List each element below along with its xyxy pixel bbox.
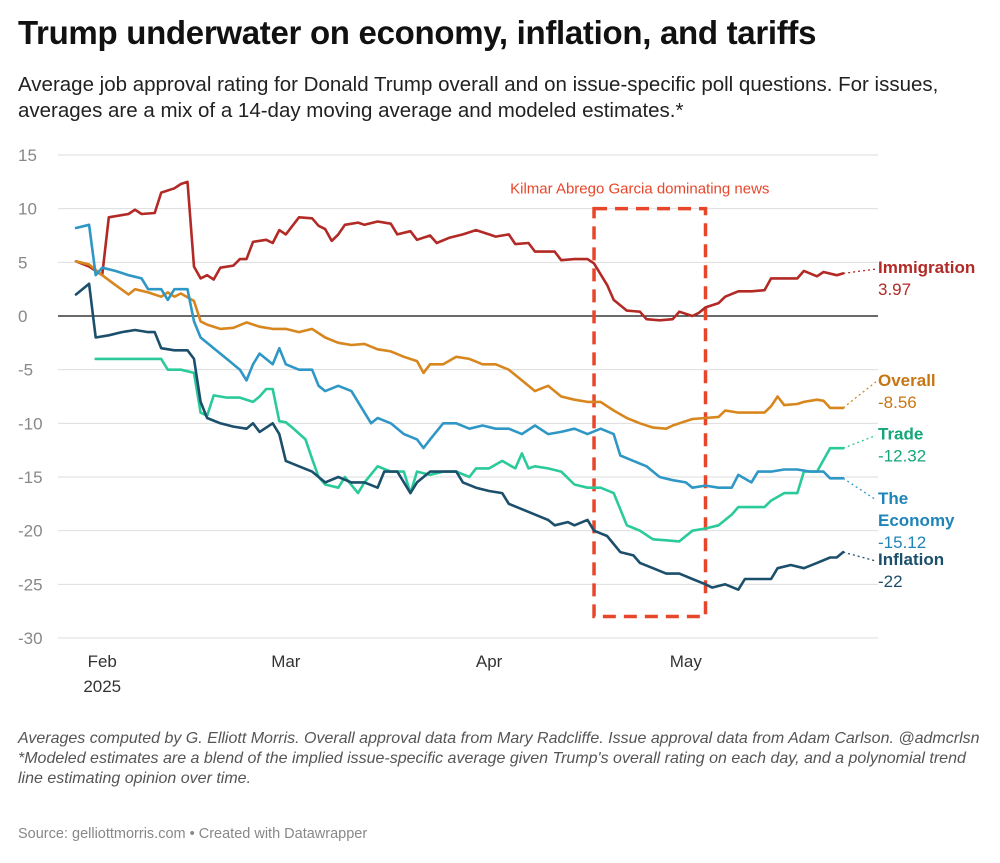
end-label-name-the-economy: The [878,489,908,508]
x-axis-ticks: Feb 2025 Mar Apr May [83,652,702,696]
end-label-value-overall: -8.56 [878,393,917,412]
end-label-value-trade: -12.32 [878,446,926,465]
series-line-immigration [74,180,845,322]
end-label-connector [843,268,877,275]
series-line-overall [74,260,845,430]
end-label-value-the-economy: -15.12 [878,533,926,552]
annotation-layer: Kilmar Abrego Garcia dominating news [510,181,769,619]
chart-title: Trump underwater on economy, inflation, … [18,14,817,51]
end-label-name-inflation: Inflation [878,550,944,569]
y-tick-label: 15 [18,146,37,165]
footnotes: Averages computed by G. Elliott Morris. … [18,729,983,789]
series-line-the-economy [74,223,845,489]
x-tick-label: Feb [88,652,117,671]
y-axis-ticks: 15 10 5 0 -5 -10 -15 -20 -25 -30 [18,146,43,648]
y-tick-label: -20 [18,522,43,541]
end-label-name-immigration: Immigration [878,258,975,277]
y-tick-label: -5 [18,361,33,380]
series-line-trade [94,357,845,543]
y-tick-label: 10 [18,200,37,219]
series-layer [74,180,845,591]
y-tick-label: -10 [18,414,43,433]
x-tick-label: Apr [476,652,503,671]
chart-subtitle: Average job approval rating for Donald T… [18,73,939,122]
end-label-connector [842,477,877,501]
end-label-value-inflation: -22 [878,572,903,591]
end-label-name-trade: Trade [878,424,923,443]
series-line-inflation [74,282,845,591]
y-tick-label: -30 [18,629,43,648]
end-label-name-overall: Overall [878,371,936,390]
end-label-name-the-economy: Economy [878,511,955,530]
end-label-value-immigration: 3.97 [878,280,911,299]
y-tick-label: 0 [18,307,27,326]
note-credits: Averages computed by G. Elliott Morris. … [18,730,980,747]
x-tick-label: May [670,652,703,671]
y-tick-label: -25 [18,575,43,594]
end-labels: Immigration 3.97 Overall -8.56 Trade -12.32 Th… [842,258,975,591]
y-tick-label: 5 [18,253,27,272]
y-tick-label: -15 [18,468,43,487]
x-tick-label: Mar [271,652,301,671]
line-chart: 15 10 5 0 -5 -10 -15 -20 -25 -30 Feb 2025 Mar Apr May… [18,146,975,696]
note-methodology: *Modeled estimates are a blend of the im… [18,750,966,787]
gridlines [58,154,878,639]
end-label-connector [843,551,877,562]
annotation-dashed-box [592,206,708,619]
annotation-label: Kilmar Abrego Garcia dominating news [510,181,769,198]
end-label-connector [842,381,877,409]
source-credit: Source: gelliottmorris.com • Created wit… [18,826,368,842]
end-label-connector [842,434,877,449]
x-tick-sublabel: 2025 [83,677,121,696]
